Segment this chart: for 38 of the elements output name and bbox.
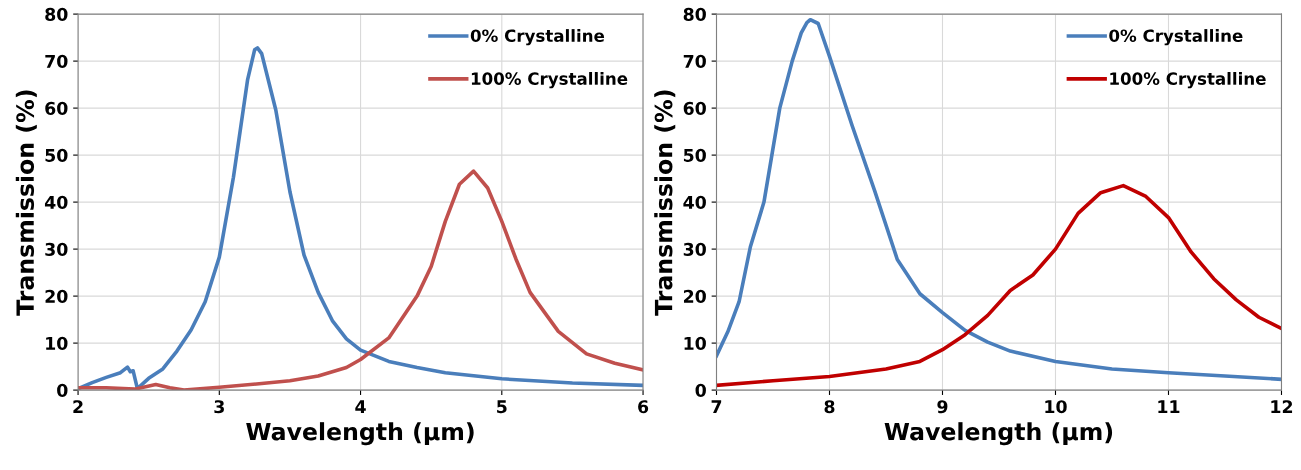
- x-axis-title: Wavelength (µm): [246, 422, 474, 446]
- x-tick-label: 5: [497, 400, 507, 414]
- x-tick-label: 7: [711, 400, 722, 414]
- y-tick-label: 80: [683, 7, 706, 21]
- y-tick-label: 30: [45, 242, 68, 256]
- y-tick-label: 40: [683, 195, 706, 209]
- y-tick-label: 10: [684, 336, 706, 350]
- line-series: [716, 17, 1282, 382]
- y-tick-label: 70: [45, 54, 68, 68]
- y-tick-label: 0: [695, 383, 706, 397]
- x-tick-label: 9: [937, 400, 948, 414]
- y-tick-label: 70: [683, 54, 706, 68]
- x-tick-label: 8: [824, 400, 835, 414]
- x-axis-title: Wavelength (µm): [884, 422, 1113, 446]
- y-axis-title: Transmission (%): [654, 90, 676, 316]
- y-axis-title: Transmission (%): [15, 90, 37, 316]
- y-tick-label: 10: [46, 336, 68, 350]
- y-tick-label: 0: [57, 383, 68, 397]
- y-tick-label: 60: [683, 101, 706, 115]
- y-tick-label: 50: [683, 148, 706, 162]
- x-tick-label: 12: [1271, 400, 1293, 414]
- y-tick-label: 50: [45, 148, 68, 162]
- y-tick-label: 60: [45, 101, 68, 115]
- y-tick-label: 20: [45, 289, 68, 303]
- legend-label: 0% Crystalline: [470, 29, 605, 46]
- x-tick-label: 10: [1045, 400, 1067, 414]
- x-tick-label: 2: [73, 400, 83, 414]
- y-tick-label: 40: [44, 195, 68, 209]
- legend-label: 0% Crystalline: [1109, 29, 1243, 46]
- y-tick-label: 30: [683, 242, 706, 256]
- x-tick-label: 4: [355, 400, 366, 414]
- legend-label: 100% Crystalline: [1110, 72, 1266, 89]
- y-tick-label: 80: [45, 7, 68, 21]
- x-tick-label: 3: [214, 400, 224, 414]
- legend-label: 100% Crystalline: [471, 72, 628, 89]
- x-tick-label: 6: [638, 400, 649, 414]
- x-tick-label: 11: [1158, 400, 1180, 414]
- y-tick-label: 20: [683, 289, 706, 303]
